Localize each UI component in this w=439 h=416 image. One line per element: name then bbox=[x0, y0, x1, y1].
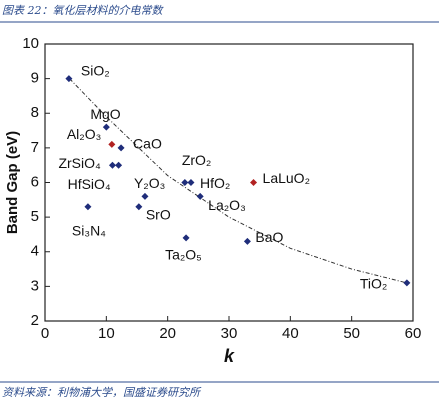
y-tick-label: 8 bbox=[31, 104, 39, 121]
header: 图表 22：氧化层材料的介电常数 bbox=[2, 4, 164, 17]
point-label: HfSiO₄ bbox=[68, 176, 111, 192]
data-point bbox=[117, 144, 125, 152]
data-point bbox=[243, 237, 251, 245]
source: 资料来源：利物浦大学，国盛证券研究所 bbox=[2, 386, 202, 399]
y-tick-label: 6 bbox=[31, 173, 39, 190]
y-tick-label: 7 bbox=[31, 139, 39, 156]
point-label: La₂O₃ bbox=[208, 197, 246, 213]
x-tick-label: 20 bbox=[159, 325, 176, 342]
y-tick-label: 3 bbox=[31, 277, 39, 294]
point-label: ZrSiO₄ bbox=[58, 155, 101, 171]
point-label: Al₂O₃ bbox=[67, 126, 101, 142]
trend-line bbox=[69, 78, 407, 284]
data-point bbox=[108, 161, 116, 169]
point-label: SiO₂ bbox=[81, 62, 110, 78]
x-tick-label: 30 bbox=[221, 325, 238, 342]
data-point bbox=[196, 192, 204, 200]
point-label: TiO₂ bbox=[360, 276, 387, 292]
data-point bbox=[65, 75, 73, 83]
data-point bbox=[250, 179, 258, 186]
data-point bbox=[115, 161, 123, 169]
data-point bbox=[403, 279, 411, 287]
point-label: BaO bbox=[255, 229, 283, 245]
y-tick-label: 5 bbox=[31, 208, 39, 225]
point-label: HfO₂ bbox=[200, 175, 230, 191]
point-label: LaLuO₂ bbox=[263, 170, 310, 186]
data-point bbox=[84, 203, 92, 211]
x-axis-title: k bbox=[224, 346, 235, 366]
y-tick-label: 9 bbox=[31, 70, 39, 87]
x-tick-label: 10 bbox=[98, 325, 115, 342]
point-label: Si₃N₄ bbox=[72, 222, 106, 238]
point-label: ZrO₂ bbox=[182, 152, 212, 168]
point-label: SrO bbox=[146, 206, 171, 222]
point-label: Ta₂O₅ bbox=[165, 247, 202, 263]
chart: 0 10 20 30 40 50 60 2 3 4 5 6 7 8 9 10 k Band Gap (eV) SiO… bbox=[4, 35, 421, 366]
y-axis-title: Band Gap (eV) bbox=[4, 131, 21, 234]
point-label: MgO bbox=[90, 106, 120, 122]
point-label: Y₂O₃ bbox=[134, 175, 165, 191]
data-point bbox=[181, 179, 189, 186]
y-tick-label: 2 bbox=[31, 312, 39, 329]
data-point bbox=[141, 192, 149, 200]
x-tick-label: 40 bbox=[282, 325, 299, 342]
point-label: CaO bbox=[133, 136, 162, 152]
x-tick-label: 60 bbox=[405, 325, 422, 342]
data-point bbox=[108, 140, 116, 148]
y-tick-label: 10 bbox=[22, 35, 39, 52]
x-tick-label: 50 bbox=[343, 325, 360, 342]
y-tick-label: 4 bbox=[31, 243, 39, 260]
x-tick-label: 0 bbox=[41, 325, 49, 342]
data-point bbox=[187, 179, 195, 186]
data-point bbox=[102, 123, 110, 131]
data-point bbox=[182, 234, 190, 242]
data-point bbox=[135, 203, 143, 211]
